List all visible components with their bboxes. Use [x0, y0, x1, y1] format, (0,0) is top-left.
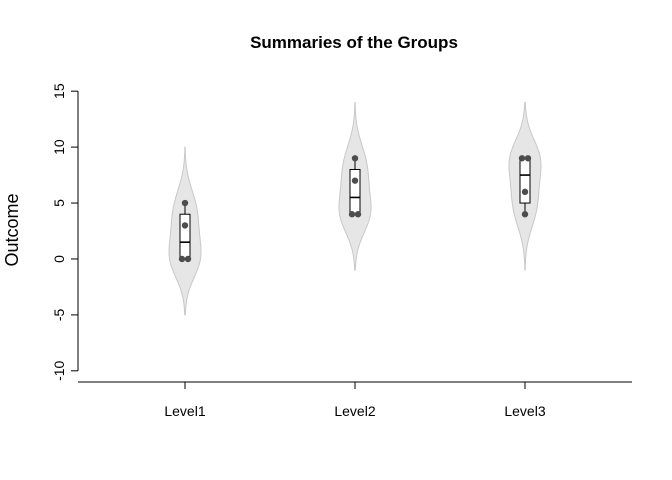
box [349, 168, 361, 215]
data-point [181, 222, 189, 229]
y-tick-label: 10 [51, 139, 67, 155]
box [519, 157, 531, 204]
data-point [181, 199, 189, 207]
violin-level1 [168, 146, 202, 316]
box [179, 213, 191, 260]
x-tick-label: Level1 [164, 403, 205, 419]
violin-level2 [338, 101, 372, 271]
y-tick-label: 0 [51, 255, 67, 263]
data-point [524, 155, 532, 162]
x-tick-label: Level3 [504, 403, 545, 419]
data-point [178, 255, 186, 263]
data-point [351, 155, 359, 162]
y-tick-label: 15 [51, 83, 67, 99]
y-tick-label: 5 [51, 199, 67, 207]
y-tick-label: -5 [51, 308, 67, 321]
data-point [521, 211, 529, 218]
y-axis-label: Outcome [2, 193, 22, 266]
data-point [351, 177, 359, 184]
x-tick-label: Level2 [334, 403, 375, 419]
data-point [354, 211, 362, 218]
chart-title: Summaries of the Groups [250, 33, 458, 52]
data-point [348, 211, 356, 218]
data-point [521, 188, 529, 196]
data-point [518, 155, 526, 162]
violins [168, 101, 542, 316]
y-tick-label: -10 [51, 360, 67, 380]
violin-level3 [508, 101, 542, 271]
data-point [184, 255, 192, 263]
axes: -10 -5 0 5 10 15 Level1 Level2 Level3 [51, 83, 632, 419]
